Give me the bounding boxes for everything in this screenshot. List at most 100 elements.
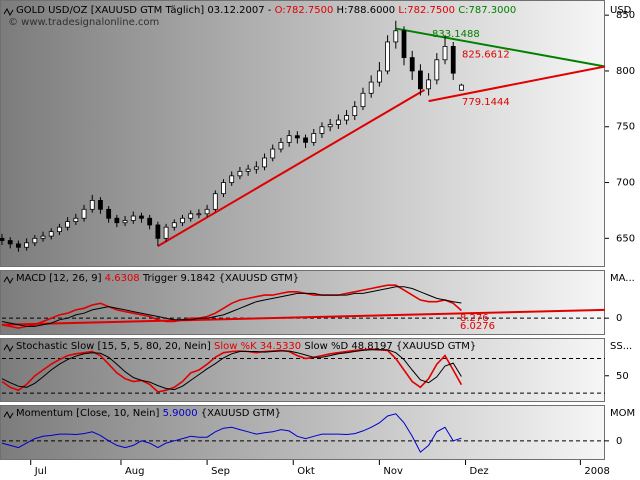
candle-body xyxy=(114,217,120,224)
x-tick-label: Aug xyxy=(125,466,145,477)
indicator-icon xyxy=(3,7,14,17)
candle-body xyxy=(442,46,448,61)
header-segment: Trigger 9.1842 {XAUUSD GTM} xyxy=(140,273,299,284)
candle-body xyxy=(163,226,169,239)
candle-body xyxy=(204,208,210,215)
candle-body xyxy=(401,30,407,58)
candle-body xyxy=(221,182,226,195)
axis-unit: MA... xyxy=(610,273,635,284)
watermark: © www.tradesignalonline.com xyxy=(8,17,159,28)
candle-body xyxy=(409,57,415,72)
candle-body xyxy=(434,59,440,81)
candle-body xyxy=(171,222,177,228)
x-tick-label: Okt xyxy=(297,466,315,477)
candle-body xyxy=(48,231,54,237)
candle-body xyxy=(0,237,5,241)
candle-body xyxy=(237,170,243,177)
candle-body xyxy=(303,137,308,143)
candle-body xyxy=(286,135,292,143)
candle-body xyxy=(32,237,38,244)
y-tick-label: 850 xyxy=(616,10,635,21)
candle-body xyxy=(196,213,202,216)
panel-header: GOLD USD/OZ [XAUUSD GTM Täglich] 03.12.2… xyxy=(16,5,516,16)
series-line xyxy=(1,349,462,391)
candle-body xyxy=(130,215,136,221)
x-tick-label: Nov xyxy=(383,466,403,477)
annotation-label: 825.6612 xyxy=(462,49,510,60)
momentum-panel xyxy=(0,405,605,460)
trendline xyxy=(1,308,606,326)
x-tick-label: Jul xyxy=(34,466,47,477)
candle-body xyxy=(73,217,79,222)
header-segment: Stochastic Slow [15, 5, 5, 80, 20, Nein] xyxy=(16,341,214,352)
macd-panel xyxy=(0,270,605,335)
candle-body xyxy=(24,242,30,248)
series-line xyxy=(1,286,462,327)
candle-body xyxy=(459,84,464,91)
y-tick-label: 50 xyxy=(616,371,629,382)
header-segment: Slow %D 48.8197 {XAUUSD GTM} xyxy=(301,341,476,352)
indicator-icon xyxy=(3,343,14,353)
header-segment: C:787.3000 xyxy=(455,5,516,16)
header-segment: 4.6308 xyxy=(105,273,140,284)
candle-body xyxy=(426,79,432,90)
candle-body xyxy=(122,220,128,224)
candle-body xyxy=(344,115,349,121)
y-tick-label: 0 xyxy=(616,313,622,324)
header-segment: O:782.7500 xyxy=(275,5,334,16)
x-tick-label: Dez xyxy=(470,466,489,477)
candle-body xyxy=(7,240,13,245)
candle-body xyxy=(418,70,423,90)
candle-body xyxy=(89,199,95,210)
series-line xyxy=(1,284,462,329)
panel-header: Stochastic Slow [15, 5, 5, 80, 20, Nein]… xyxy=(16,341,476,352)
header-segment: Momentum [Close, 10, Nein] xyxy=(16,408,163,419)
candle-body xyxy=(65,221,71,228)
candle-body xyxy=(155,224,161,239)
header-segment: {XAUUSD GTM} xyxy=(198,408,282,419)
candle-body xyxy=(294,135,300,139)
header-segment: L:782.7500 xyxy=(395,5,455,16)
header-segment: 5.9000 xyxy=(163,408,198,419)
candle-body xyxy=(139,215,144,219)
panel-header: MACD [12, 26, 9] 4.6308 Trigger 9.1842 {… xyxy=(16,273,299,284)
candle-body xyxy=(180,217,185,224)
header-segment: Slow %K 34.5330 xyxy=(214,341,301,352)
header-segment: H:788.6000 xyxy=(333,5,395,16)
x-tick-label: Sep xyxy=(211,466,230,477)
header-segment: GOLD USD/OZ [XAUUSD GTM Täglich] 03.12.2… xyxy=(16,5,275,16)
candle-body xyxy=(311,133,317,143)
candle-body xyxy=(245,168,251,172)
candle-body xyxy=(81,208,87,219)
candle-body xyxy=(278,141,284,150)
trendline xyxy=(395,27,606,68)
panel-header: Momentum [Close, 10, Nein] 5.9000 {XAUUS… xyxy=(16,408,281,419)
price-panel xyxy=(0,0,605,267)
trendline xyxy=(428,65,606,103)
axis-unit: MOM xyxy=(610,408,635,419)
candle-body xyxy=(376,70,382,83)
axis-unit: SS... xyxy=(610,341,632,352)
candle-body xyxy=(393,30,399,43)
candle-body xyxy=(188,213,194,219)
candle-body xyxy=(385,41,390,72)
candle-body xyxy=(270,148,276,159)
annotation-label: 779.1444 xyxy=(462,97,510,108)
candle-body xyxy=(229,175,235,183)
header-segment: MACD [12, 26, 9] xyxy=(16,273,105,284)
candle-body xyxy=(98,199,103,210)
candle-body xyxy=(450,46,456,74)
candle-body xyxy=(212,193,218,210)
axis-unit: USD xyxy=(610,5,632,16)
y-tick-label: 700 xyxy=(616,178,635,189)
end-label: 8.276 xyxy=(460,313,489,324)
candle-body xyxy=(352,106,358,116)
y-tick-label: 750 xyxy=(616,122,635,133)
candle-body xyxy=(16,243,21,248)
candle-body xyxy=(40,235,46,239)
end-label: 6.0276 xyxy=(460,321,495,332)
annotation-label: 833.1488 xyxy=(432,29,480,40)
candle-body xyxy=(360,92,366,108)
candle-body xyxy=(253,166,259,170)
x-tick-label: 2008 xyxy=(584,466,609,477)
